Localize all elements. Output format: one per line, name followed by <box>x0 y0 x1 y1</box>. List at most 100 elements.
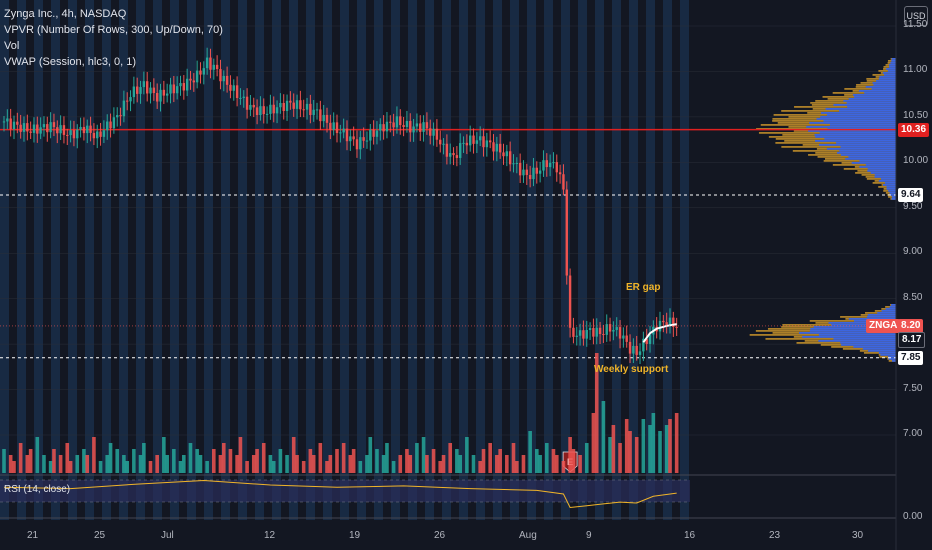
vpvr-profile-up <box>846 102 896 104</box>
vpvr-indicator-label[interactable]: VPVR (Number Of Rows, 300, Up/Down, 70) <box>4 24 223 36</box>
session-band <box>374 0 383 520</box>
candle-body <box>449 153 452 157</box>
volume-bar <box>65 443 70 473</box>
last-price-label: 8.20 <box>898 318 924 333</box>
candle-body <box>478 136 482 141</box>
volume-bar <box>12 461 16 473</box>
x-tick-label: 25 <box>94 530 106 541</box>
volume-bar <box>551 449 556 473</box>
candle-body <box>512 163 515 165</box>
candle-body <box>16 121 19 125</box>
volume-bar <box>85 455 90 473</box>
candle-body <box>225 75 229 85</box>
vpvr-profile-up <box>877 312 896 314</box>
vpvr-profile-up <box>873 84 896 86</box>
volume-bar <box>481 449 486 473</box>
vpvr-profile-up <box>809 330 896 332</box>
session-band <box>425 0 434 520</box>
volume-bar <box>142 443 146 473</box>
vpvr-profile-up <box>871 88 896 90</box>
candle-body <box>628 341 632 354</box>
vpvr-profile-up <box>818 340 896 342</box>
volume-bar <box>415 443 419 473</box>
vwap-price-label: 8.17 <box>898 331 926 348</box>
candle-body <box>562 174 565 190</box>
candle-body <box>595 327 598 337</box>
volume-bar <box>385 443 389 473</box>
vpvr-profile-up <box>831 324 896 326</box>
x-tick-label: Aug <box>519 530 537 541</box>
vpvr-profile-down <box>781 110 896 112</box>
vpvr-profile-up <box>854 96 896 98</box>
candle-body <box>385 121 389 132</box>
candle-body <box>535 167 538 174</box>
volume-bar <box>2 449 6 473</box>
candle-body <box>72 130 76 139</box>
candle-body <box>632 345 635 354</box>
currency-button[interactable]: USD <box>904 6 928 26</box>
candle-body <box>372 129 375 137</box>
volume-bar <box>188 443 193 473</box>
candle-body <box>602 334 605 336</box>
rsi-indicator-label[interactable]: RSI (14, close) <box>4 484 71 495</box>
session-band <box>612 0 621 520</box>
candle-body <box>615 327 618 330</box>
volume-bar <box>408 455 413 473</box>
candle-body <box>279 102 282 108</box>
key-level-price-label: 9.64 <box>898 188 924 203</box>
y-tick-label: 10.50 <box>903 109 929 121</box>
session-band <box>51 0 60 520</box>
vpvr-profile-up <box>840 342 896 344</box>
session-band <box>204 0 213 520</box>
candle-body <box>106 121 109 131</box>
vpvr-profile-up <box>820 116 896 118</box>
candle-body <box>205 57 209 69</box>
candle-body <box>109 121 112 129</box>
vwap-indicator-label[interactable]: VWAP (Session, hlc3, 0, 1) <box>4 56 137 68</box>
volume-bar <box>648 425 652 473</box>
candle-body <box>515 162 519 164</box>
volume-bar <box>438 461 443 473</box>
session-band <box>646 0 655 520</box>
candle-body <box>252 104 255 108</box>
candle-body <box>145 81 149 94</box>
vpvr-profile-up <box>891 304 896 306</box>
volume-bar <box>528 431 532 473</box>
x-tick-label: 21 <box>27 530 39 541</box>
candle-body <box>265 113 269 115</box>
candle-body <box>422 122 425 132</box>
session-band <box>102 0 111 520</box>
candle-body <box>439 139 442 145</box>
volume-bar <box>235 455 239 473</box>
candle-body <box>299 100 302 110</box>
candle-body <box>96 131 99 139</box>
volume-bar <box>381 455 386 473</box>
candle-body <box>399 116 402 126</box>
symbol-title[interactable]: Zynga Inc., 4h, NASDAQ <box>4 8 127 20</box>
candle-body <box>275 107 279 114</box>
vpvr-profile-up <box>848 318 896 320</box>
vpvr-profile-up <box>824 138 896 140</box>
candle-body <box>269 104 272 114</box>
session-band <box>272 0 281 520</box>
candle-body <box>635 345 638 355</box>
volume-bar <box>515 461 519 473</box>
candle-body <box>129 97 132 102</box>
vpvr-profile-up <box>891 60 896 62</box>
ticker-label: ZNGA <box>866 318 901 333</box>
candle-body <box>159 89 162 102</box>
volume-bar <box>611 425 616 473</box>
candle-body <box>272 104 275 114</box>
candle-body <box>12 121 16 130</box>
candle-body <box>525 169 529 175</box>
candle-body <box>315 109 319 111</box>
vpvr-profile-up <box>839 110 896 112</box>
session-band <box>187 0 196 520</box>
rsi-line <box>3 479 677 509</box>
candle-body <box>329 122 332 130</box>
vpvr-profile-up <box>886 68 896 70</box>
volume-bar <box>458 455 463 473</box>
volume-indicator-label[interactable]: Vol <box>4 40 20 52</box>
candle-body <box>625 335 628 342</box>
